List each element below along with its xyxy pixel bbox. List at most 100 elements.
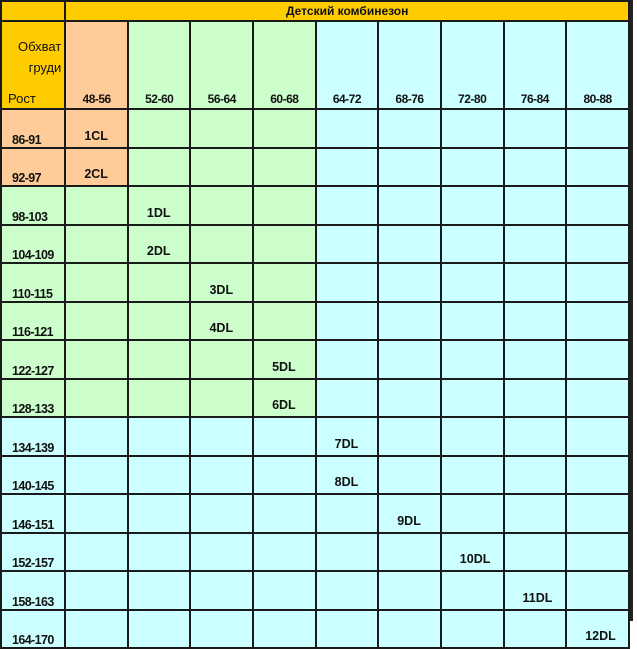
empty-cell	[126, 608, 192, 649]
table-row: 98-103 1DL	[0, 185, 630, 226]
empty-cell	[439, 454, 505, 495]
empty-cell	[64, 377, 129, 418]
table-row: 86-91 1CL	[0, 108, 630, 149]
empty-cell	[565, 108, 630, 149]
empty-cell	[565, 262, 630, 303]
table-row: 158-163 11DL	[0, 570, 630, 611]
table-row: 92-97 2CL	[0, 146, 630, 187]
empty-cell	[189, 146, 255, 187]
empty-cell	[439, 493, 505, 534]
empty-cell	[377, 570, 442, 611]
empty-cell	[565, 454, 630, 495]
size-code: 5DL	[252, 339, 317, 380]
empty-cell	[565, 223, 630, 264]
table-row: 122-127 5DL	[0, 339, 630, 380]
empty-cell	[502, 300, 568, 341]
size-code: 2CL	[64, 146, 129, 187]
empty-cell	[64, 223, 129, 264]
table-row: 164-170 12DL	[0, 608, 630, 649]
empty-cell	[189, 223, 255, 264]
row-height-label: 146-151	[0, 493, 67, 534]
empty-cell	[64, 416, 129, 457]
empty-cell	[252, 493, 317, 534]
empty-cell	[314, 262, 380, 303]
empty-cell	[189, 339, 255, 380]
empty-cell	[502, 531, 568, 572]
header-row: Обхват груди Рост 48-56 52-60 56-64 60-68 64…	[0, 20, 630, 110]
empty-cell	[126, 570, 192, 611]
empty-cell	[64, 454, 129, 495]
empty-cell	[439, 108, 505, 149]
row-height-label: 98-103	[0, 185, 67, 226]
size-code: 1DL	[126, 185, 192, 226]
empty-cell	[377, 262, 442, 303]
size-code: 1CL	[64, 108, 129, 149]
empty-cell	[189, 416, 255, 457]
size-code: 11DL	[502, 570, 568, 611]
empty-cell	[189, 570, 255, 611]
empty-cell	[314, 223, 380, 264]
table-row: 152-157 10DL	[0, 531, 630, 572]
column-header: 52-60	[126, 20, 192, 110]
column-header: 68-76	[377, 20, 442, 110]
empty-cell	[189, 108, 255, 149]
empty-cell	[377, 416, 442, 457]
empty-cell	[502, 108, 568, 149]
empty-cell	[502, 223, 568, 264]
title-corner	[0, 0, 67, 22]
empty-cell	[314, 300, 380, 341]
empty-cell	[126, 531, 192, 572]
empty-cell	[565, 185, 630, 226]
empty-cell	[126, 300, 192, 341]
row-height-label: 134-139	[0, 416, 67, 457]
column-header: 60-68	[252, 20, 317, 110]
empty-cell	[252, 185, 317, 226]
empty-cell	[439, 339, 505, 380]
empty-cell	[377, 300, 442, 341]
empty-cell	[377, 223, 442, 264]
size-code: 9DL	[377, 493, 442, 534]
empty-cell	[252, 608, 317, 649]
empty-cell	[126, 377, 192, 418]
empty-cell	[565, 570, 630, 611]
column-header: 76-84	[502, 20, 568, 110]
empty-cell	[377, 531, 442, 572]
row-height-label: 110-115	[0, 262, 67, 303]
empty-cell	[502, 262, 568, 303]
empty-cell	[565, 339, 630, 380]
empty-cell	[126, 493, 192, 534]
empty-cell	[439, 146, 505, 187]
empty-cell	[252, 262, 317, 303]
empty-cell	[314, 570, 380, 611]
empty-cell	[252, 223, 317, 264]
empty-cell	[439, 570, 505, 611]
height-label: Рост	[8, 91, 36, 106]
empty-cell	[565, 493, 630, 534]
row-height-label: 152-157	[0, 531, 67, 572]
empty-cell	[126, 454, 192, 495]
table-title: Детский комбинезон	[64, 0, 630, 22]
row-height-label: 116-121	[0, 300, 67, 341]
size-code: 8DL	[314, 454, 380, 495]
row-height-label: 122-127	[0, 339, 67, 380]
empty-cell	[189, 454, 255, 495]
empty-cell	[314, 108, 380, 149]
title-row: Детский комбинезон	[0, 0, 630, 22]
empty-cell	[252, 416, 317, 457]
empty-cell	[439, 377, 505, 418]
empty-cell	[189, 185, 255, 226]
size-code: 3DL	[189, 262, 255, 303]
table-row: 110-115 3DL	[0, 262, 630, 303]
row-height-label: 86-91	[0, 108, 67, 149]
empty-cell	[64, 570, 129, 611]
empty-cell	[126, 262, 192, 303]
row-height-label: 140-145	[0, 454, 67, 495]
empty-cell	[377, 185, 442, 226]
row-height-label: 158-163	[0, 570, 67, 611]
empty-cell	[314, 339, 380, 380]
empty-cell	[126, 146, 192, 187]
empty-cell	[565, 300, 630, 341]
table-row: 146-151 9DL	[0, 493, 630, 534]
empty-cell	[565, 377, 630, 418]
empty-cell	[377, 339, 442, 380]
